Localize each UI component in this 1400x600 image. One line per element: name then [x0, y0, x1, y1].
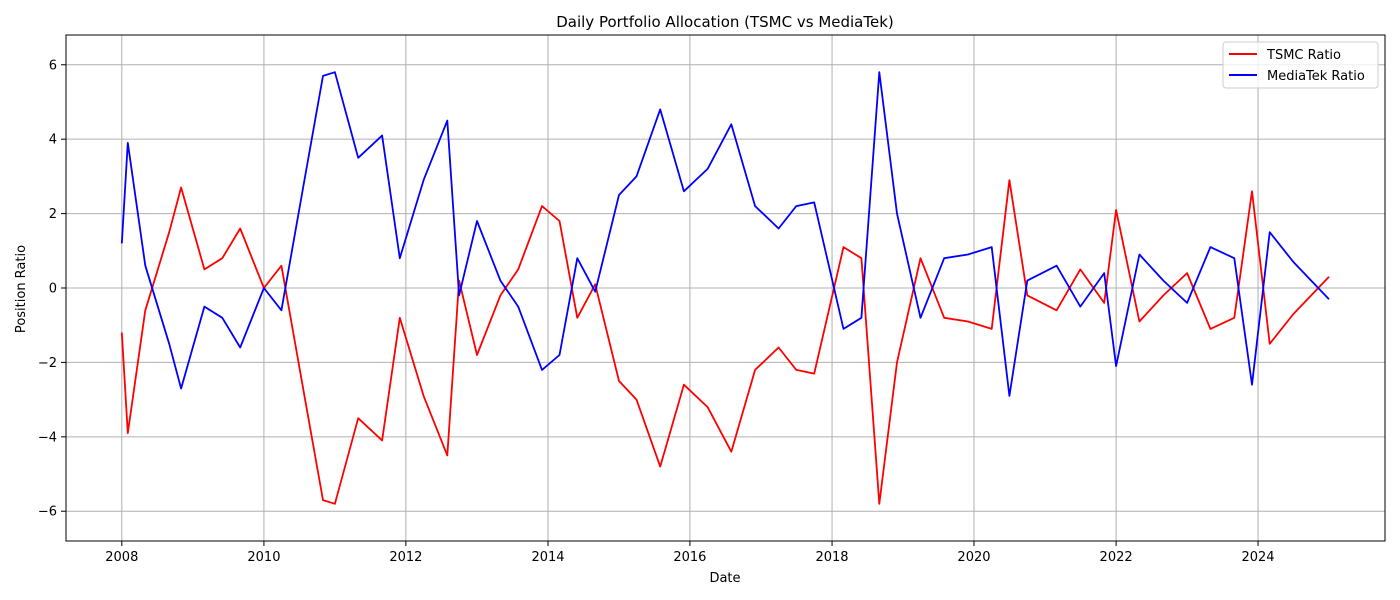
y-tick-label: −4: [38, 430, 57, 445]
y-tick-label: 4: [49, 133, 57, 148]
x-tick-label: 2008: [105, 550, 138, 565]
legend-box: [1222, 41, 1379, 89]
x-tick-label: 2016: [673, 550, 706, 565]
plot-lines: [120, 71, 1330, 505]
x-tick-label: 2020: [957, 550, 990, 565]
series-line-mediatek-ratio: [120, 71, 1330, 397]
legend-label-mediatek: MediaTek Ratio: [1267, 69, 1365, 84]
x-tick-label: 2014: [531, 550, 564, 565]
x-axis: 2008 2010 2012 2014 2016 2018 2020 2022 2024: [105, 541, 1275, 565]
y-tick-label: 2: [49, 207, 57, 222]
legend: TSMC Ratio MediaTek Ratio: [1222, 41, 1379, 89]
y-tick-label: 0: [49, 282, 57, 297]
x-tick-label: 2024: [1241, 550, 1274, 565]
x-tick-label: 2022: [1100, 550, 1133, 565]
x-tick-label: 2018: [815, 550, 848, 565]
grid: [66, 35, 1385, 541]
x-tick-label: 2010: [247, 550, 280, 565]
x-tick-label: 2012: [389, 550, 422, 565]
y-axis: 6 4 2 0 −2 −4 −6: [38, 58, 66, 520]
legend-label-tsmc: TSMC Ratio: [1266, 48, 1341, 63]
y-axis-label: Position Ratio: [14, 245, 29, 333]
y-tick-label: 6: [49, 58, 57, 73]
y-tick-label: −6: [38, 505, 57, 520]
x-axis-label: Date: [709, 571, 740, 586]
y-tick-label: −2: [38, 356, 57, 371]
chart-title: Daily Portfolio Allocation (TSMC vs Medi…: [556, 13, 894, 31]
series-line-tsmc-ratio: [120, 179, 1330, 505]
